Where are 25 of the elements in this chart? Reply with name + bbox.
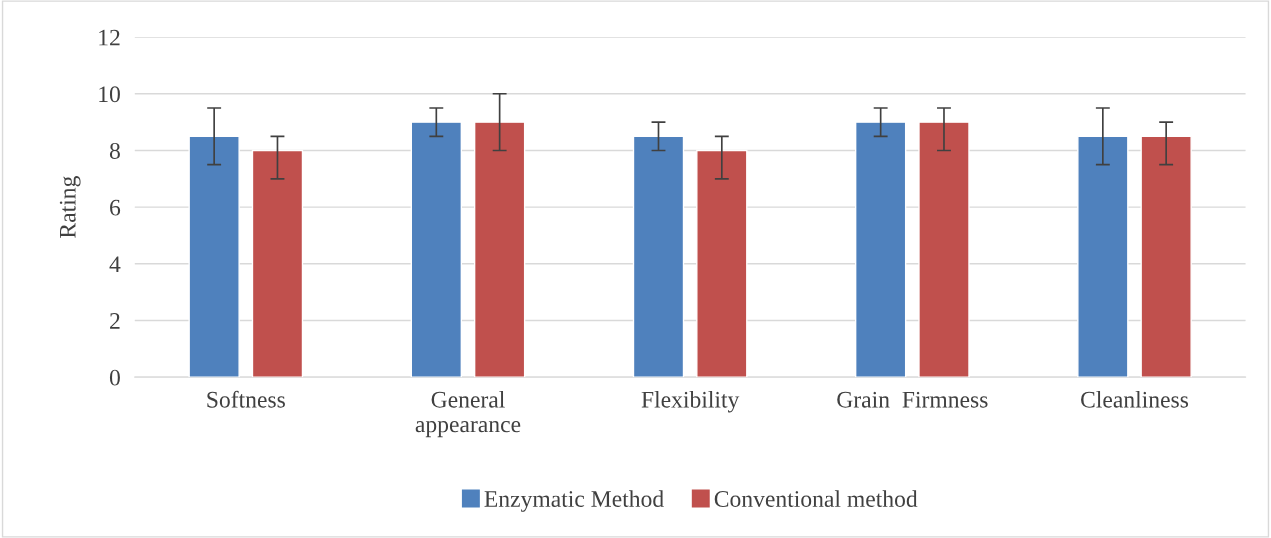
bar [1077, 135, 1129, 378]
y-tick-label: 4 [109, 256, 121, 272]
bar [473, 121, 526, 378]
y-tick-label: 8 [109, 142, 120, 159]
y-tick-label: 12 [99, 29, 120, 46]
y-tick-label: 0 [109, 369, 120, 386]
bar [1140, 135, 1192, 378]
y-tick-label: 10 [99, 86, 120, 103]
legend-label: Enzymatic Method [484, 490, 664, 512]
bar [918, 121, 970, 378]
y-tick-label: 6 [110, 199, 121, 216]
bar [696, 149, 748, 378]
x-tick-label: Grain Firmness [837, 391, 988, 408]
bar [251, 149, 304, 378]
x-tick-label: Cleanliness [1081, 391, 1189, 408]
x-tick-label: Flexibility [641, 391, 740, 413]
y-tick-label: 2 [110, 313, 120, 329]
bar [410, 121, 463, 378]
legend-label: Conventional method [714, 490, 918, 507]
x-tick-label: Softness [207, 390, 285, 408]
bar [632, 135, 685, 378]
y-axis-title: Rating [59, 176, 81, 238]
bar [188, 135, 240, 378]
bar [854, 121, 907, 378]
x-tick-label: General appearance [415, 391, 521, 438]
